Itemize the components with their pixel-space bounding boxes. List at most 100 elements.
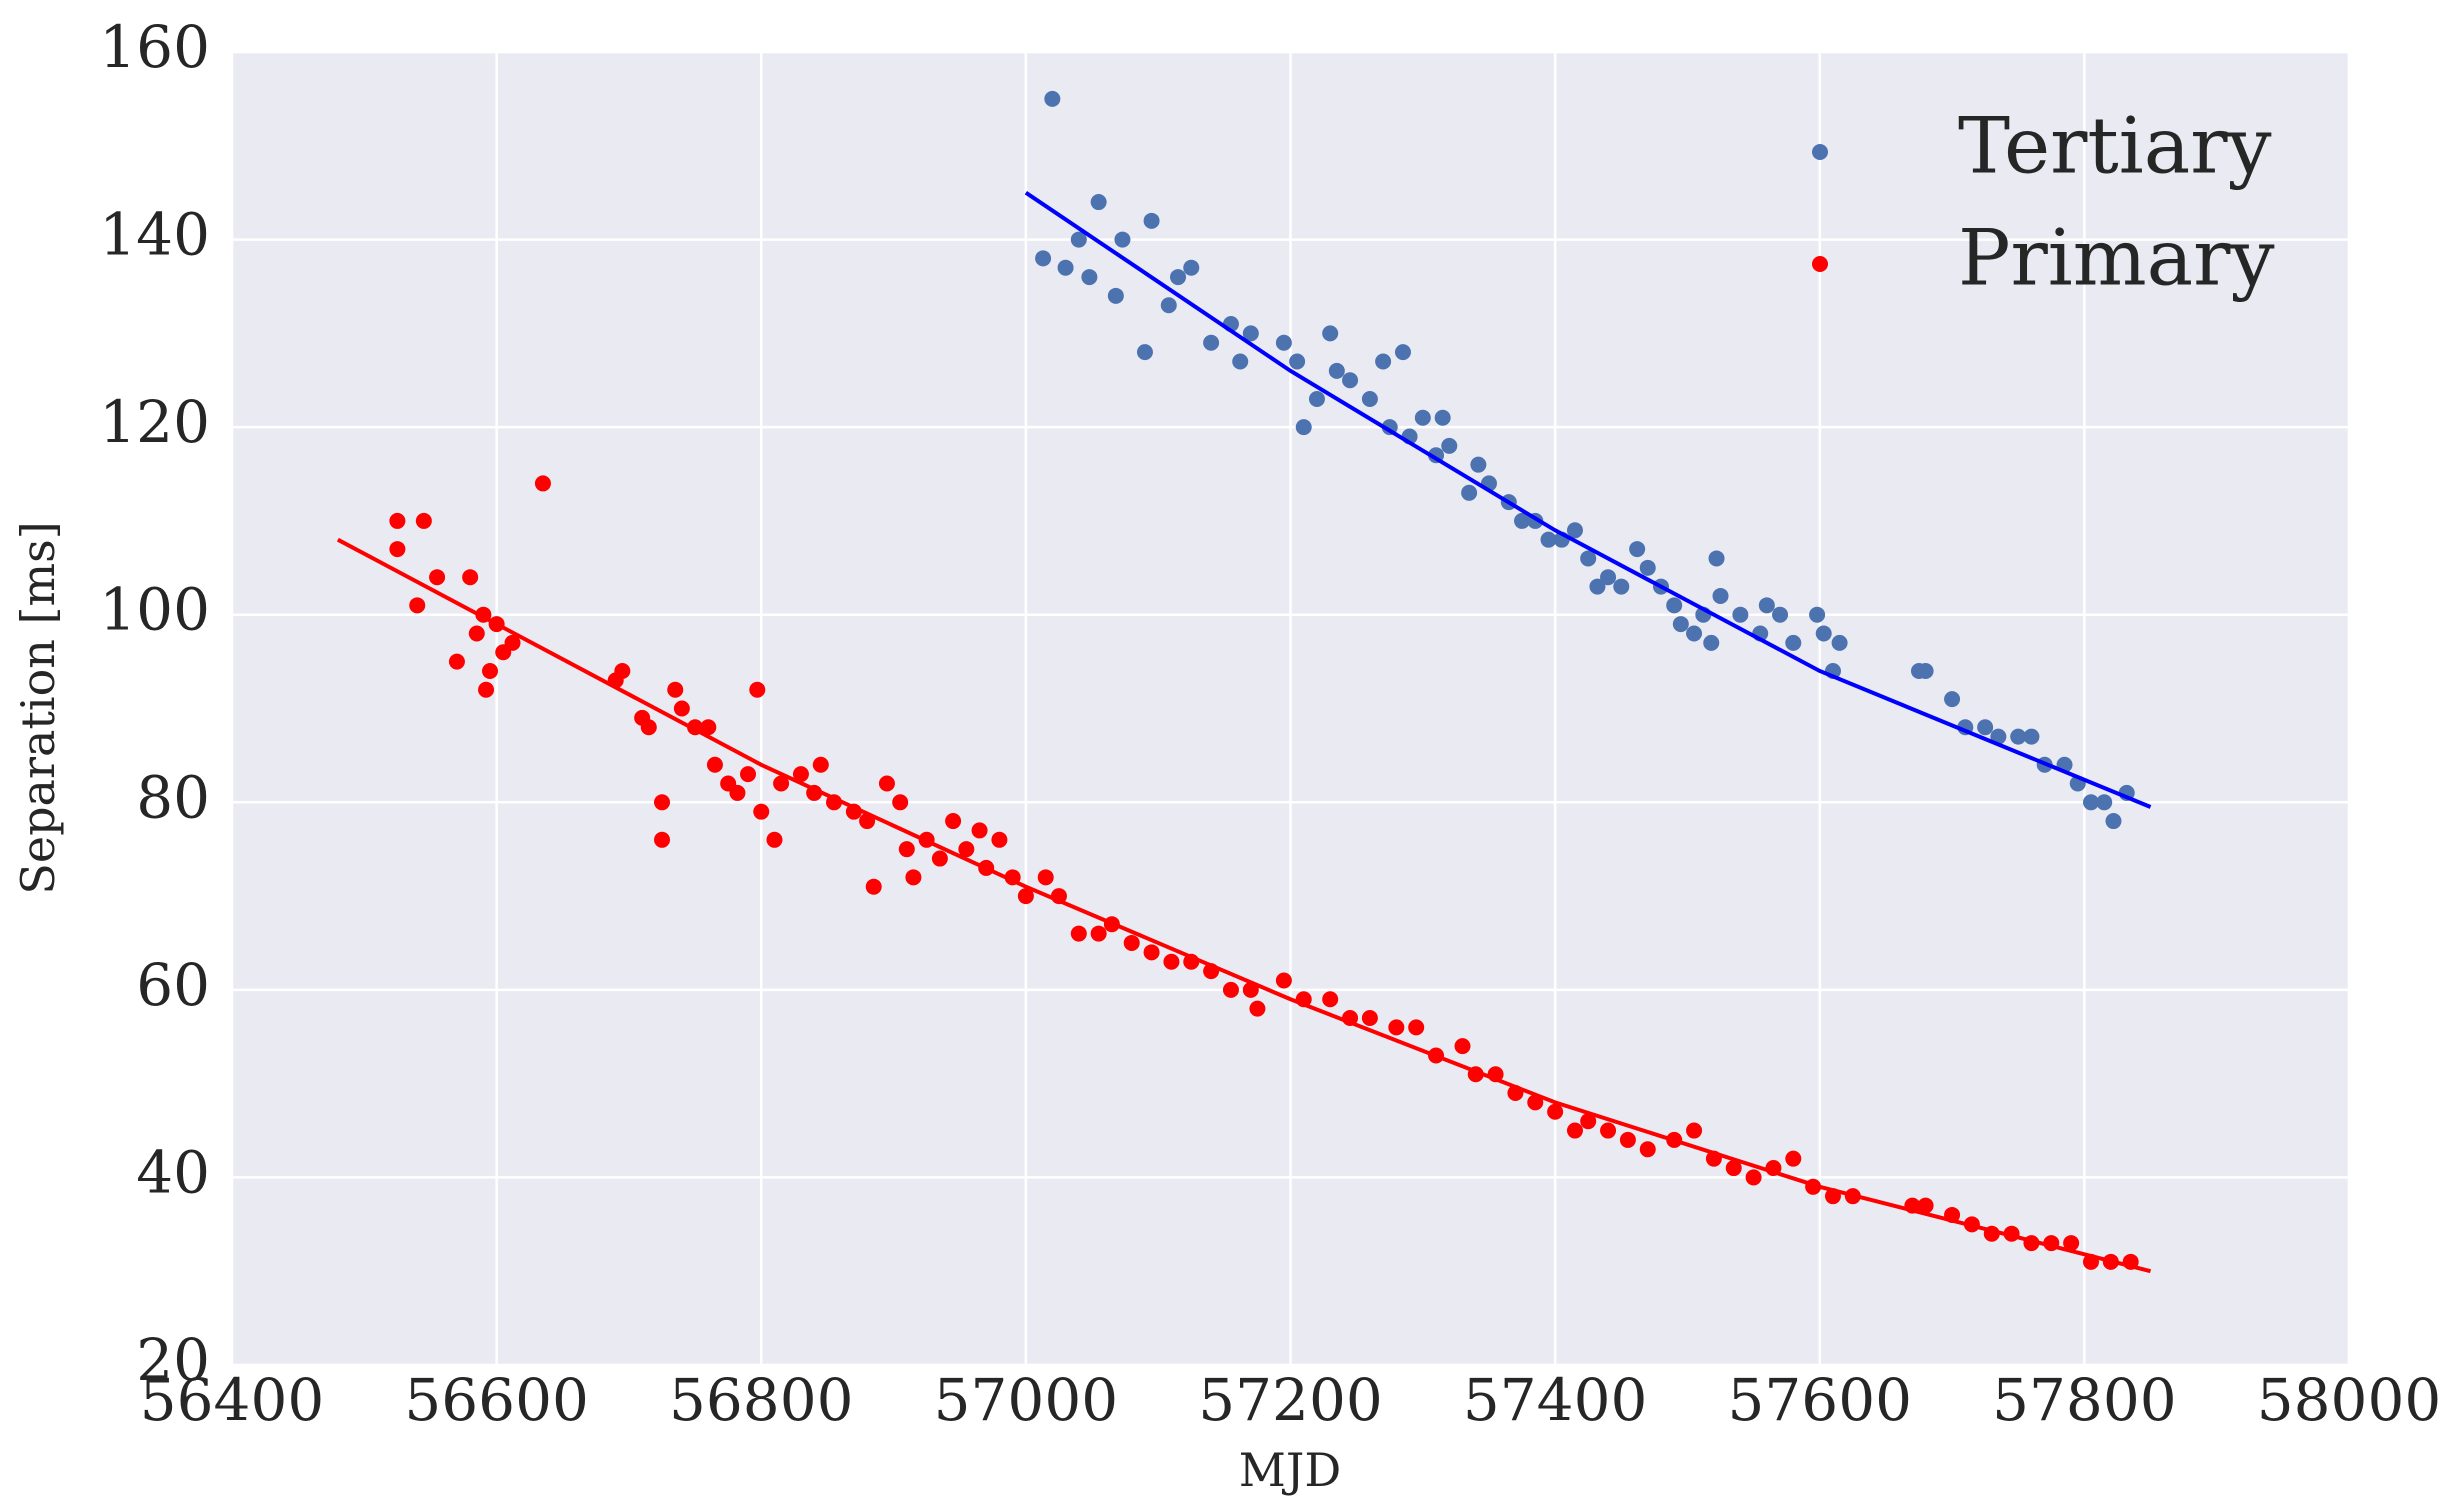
point (729, 784, 746, 801)
point (1070, 231, 1087, 248)
x-tick-label: 57400 (1463, 1366, 1648, 1434)
point (1143, 944, 1160, 961)
point (1815, 625, 1832, 642)
point (2105, 813, 2122, 830)
point (1732, 606, 1749, 623)
x-tick-label: 56800 (669, 1366, 854, 1434)
point (1639, 559, 1656, 576)
point (1666, 597, 1683, 614)
point (1629, 541, 1646, 558)
point (1035, 250, 1052, 267)
point (1708, 550, 1725, 567)
point (706, 756, 723, 773)
point (2063, 1235, 2080, 1252)
point (1143, 212, 1160, 229)
point (448, 653, 465, 670)
point (878, 775, 895, 792)
legend-marker (1812, 256, 1828, 272)
x-tick-label: 57800 (1992, 1366, 2177, 1434)
point (1308, 391, 1325, 408)
point (1289, 353, 1306, 370)
x-tick-label: 57000 (934, 1366, 1119, 1434)
point (1081, 269, 1098, 286)
point (740, 766, 757, 783)
point (1044, 90, 1061, 107)
point (468, 625, 485, 642)
point (482, 662, 499, 679)
point (2096, 794, 2113, 811)
point (1613, 578, 1630, 595)
fit-line (336, 537, 2152, 1274)
point (1017, 888, 1034, 905)
point (991, 831, 1008, 848)
y-tick-label: 120 (99, 388, 210, 456)
point (1037, 869, 1054, 886)
legend-label: Tertiary (1958, 102, 2272, 192)
point (1295, 419, 1312, 436)
y-tick-label: 100 (99, 576, 210, 644)
point (654, 794, 671, 811)
point (1394, 344, 1411, 361)
point (389, 541, 406, 558)
point (1136, 344, 1153, 361)
point (1163, 953, 1180, 970)
point (1361, 391, 1378, 408)
point (1745, 1169, 1762, 1186)
point (1375, 353, 1392, 370)
point (1441, 437, 1458, 454)
y-tick-label: 160 (99, 13, 210, 81)
point (1580, 550, 1597, 567)
point (1527, 1094, 1544, 1111)
point (1388, 1019, 1405, 1036)
point (415, 512, 432, 529)
x-tick-label: 57600 (1727, 1366, 1912, 1434)
y-tick-label: 20 (136, 1326, 210, 1394)
point (1070, 925, 1087, 942)
point (1454, 1038, 1471, 1055)
point (1414, 409, 1431, 426)
point (1566, 1122, 1583, 1139)
point (1114, 231, 1131, 248)
point (1589, 578, 1606, 595)
point (898, 841, 915, 858)
point (1758, 597, 1775, 614)
point (1514, 512, 1531, 529)
fit-line (1024, 191, 2152, 809)
point (1686, 625, 1703, 642)
point (504, 634, 521, 651)
y-tick-label: 140 (99, 201, 210, 269)
point (1183, 259, 1200, 276)
point (1580, 1113, 1597, 1130)
x-tick-label: 58000 (2257, 1366, 2442, 1434)
point (905, 869, 922, 886)
point (1123, 934, 1140, 951)
point (1672, 616, 1689, 633)
y-tick-label: 40 (136, 1138, 210, 1206)
point (1831, 634, 1848, 651)
point (1160, 297, 1177, 314)
x-tick-label: 56400 (140, 1366, 325, 1434)
point (1232, 353, 1249, 370)
point (892, 794, 909, 811)
point (1772, 606, 1789, 623)
point (534, 475, 551, 492)
point (1547, 1103, 1564, 1120)
y-tick-label: 60 (136, 951, 210, 1019)
point (1107, 287, 1124, 304)
point (1639, 1141, 1656, 1158)
point (749, 681, 766, 698)
point (1275, 972, 1292, 989)
x-tick-label: 57200 (1198, 1366, 1383, 1434)
point (1090, 194, 1107, 211)
point (1328, 362, 1345, 379)
point (958, 841, 975, 858)
y-axis-label: Separation [ms] (11, 521, 65, 894)
point (614, 662, 631, 679)
point (1170, 269, 1187, 286)
point (462, 569, 479, 586)
point (1322, 325, 1339, 342)
point (773, 775, 790, 792)
point (945, 813, 962, 830)
point (1785, 1150, 1802, 1167)
point (1222, 981, 1239, 998)
